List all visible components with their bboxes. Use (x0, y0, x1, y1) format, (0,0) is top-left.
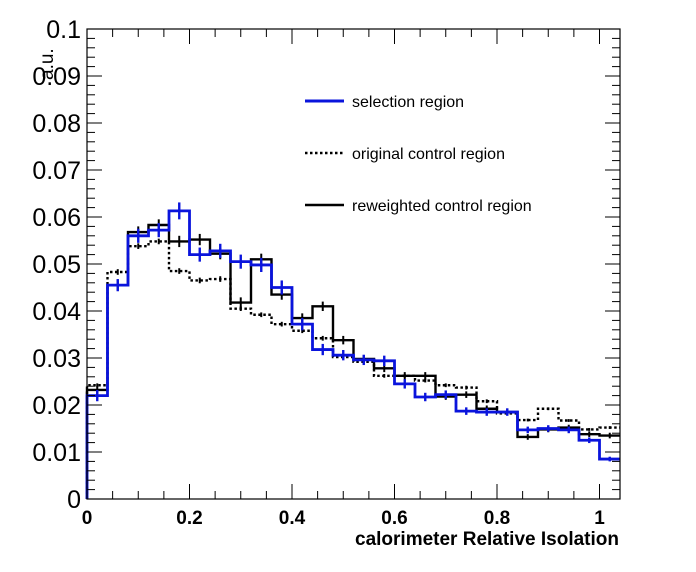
x-axis-title: calorimeter Relative Isolation (355, 529, 619, 550)
x-tick-label: 0.8 (484, 508, 510, 529)
y-tick-label: 0.01 (32, 439, 81, 467)
x-tick-label: 0.4 (279, 508, 306, 529)
x-tick-label: 1 (594, 508, 605, 529)
series-0 (85, 202, 620, 499)
y-tick-label: 0.05 (32, 251, 81, 279)
y-tick-label: 0.03 (32, 345, 81, 373)
x-tick-label: 0 (82, 508, 93, 529)
series-layer (85, 202, 620, 499)
y-tick-label: 0.06 (32, 204, 81, 232)
y-tick-label: 0.1 (46, 16, 81, 44)
y-tick-label: 0 (67, 486, 81, 514)
x-tick-label: 0.6 (381, 508, 407, 529)
y-tick-label: 0.04 (32, 298, 81, 326)
x-tick-label: 0.2 (176, 508, 202, 529)
y-tick-label: 0.07 (32, 157, 81, 185)
y-tick-label: 0.09 (32, 63, 81, 91)
legend-label-0: selection region (352, 94, 464, 111)
y-tick-label: 0.08 (32, 110, 81, 138)
legend-label-2: reweighted control region (352, 198, 532, 215)
y-axis-title: a.u. (37, 48, 58, 80)
legend: selection region original control region r… (305, 94, 532, 215)
labels-layer: 0 0.01 0.02 0.03 0.04 0.05 0.06 0.07 0.08 0.09 0.1… (32, 16, 605, 529)
ticks-layer (86, 28, 620, 500)
y-tick-label: 0.02 (32, 392, 81, 420)
legend-label-1: original control region (352, 146, 505, 163)
